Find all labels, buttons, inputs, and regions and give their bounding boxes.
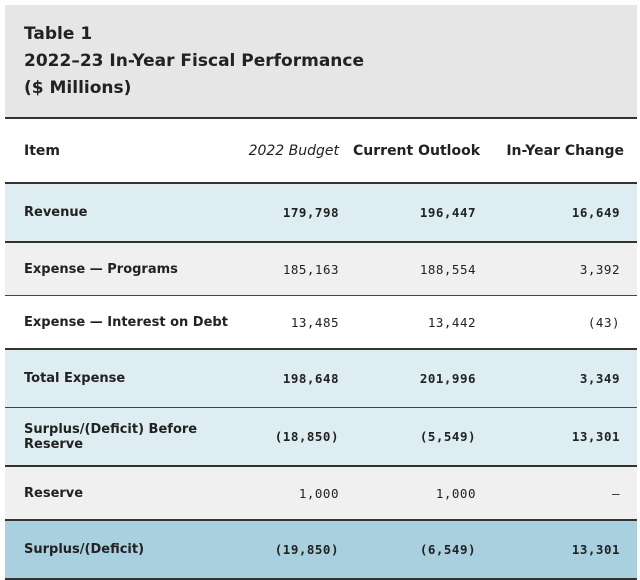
budget-value: (19,850): [237, 520, 347, 580]
change-value: 16,649: [493, 183, 637, 243]
outlook-value: 196,447: [347, 183, 493, 243]
column-header-budget: 2022 Budget: [237, 117, 347, 184]
row-label: Reserve: [5, 466, 237, 521]
change-value: 3,392: [493, 242, 637, 296]
table-caption: Table 1: [24, 24, 93, 44]
budget-value: 185,163: [237, 242, 347, 296]
table-units: ($ Millions): [24, 78, 132, 98]
table-row-revenue: Revenue 179,798 196,447 16,649: [5, 183, 637, 243]
row-label: Expense — Programs: [5, 242, 237, 296]
row-label: Revenue: [5, 183, 237, 243]
row-label: Expense — Interest on Debt: [5, 295, 237, 350]
table-row-surplus-deficit: Surplus/(Deficit) (19,850) (6,549) 13,30…: [5, 520, 637, 580]
fiscal-table: Item 2022 Budget Current Outlook In-Year…: [5, 117, 637, 580]
table-row-reserve: Reserve 1,000 1,000 –: [5, 466, 637, 521]
row-label: Total Expense: [5, 349, 237, 408]
table-header: Table 1 2022–23 In-Year Fiscal Performan…: [5, 5, 637, 117]
table-title: 2022–23 In-Year Fiscal Performance: [24, 51, 365, 71]
table-row-surplus-before-reserve: Surplus/(Deficit) Before Reserve (18,850…: [5, 407, 637, 467]
budget-value: (18,850): [237, 407, 347, 467]
outlook-value: 201,996: [347, 349, 493, 408]
change-value: –: [493, 466, 637, 521]
table-row-expense-programs: Expense — Programs 185,163 188,554 3,392: [5, 242, 637, 296]
row-label: Surplus/(Deficit): [5, 520, 237, 580]
outlook-value: 1,000: [347, 466, 493, 521]
budget-value: 198,648: [237, 349, 347, 408]
outlook-value: (5,549): [347, 407, 493, 467]
outlook-value: 188,554: [347, 242, 493, 296]
outlook-value: 13,442: [347, 295, 493, 350]
fiscal-table-card: Table 1 2022–23 In-Year Fiscal Performan…: [5, 5, 637, 580]
outlook-value: (6,549): [347, 520, 493, 580]
budget-value: 1,000: [237, 466, 347, 521]
column-header-row: Item 2022 Budget Current Outlook In-Year…: [5, 117, 637, 184]
table-row-expense-interest: Expense — Interest on Debt 13,485 13,442…: [5, 295, 637, 350]
table-row-total-expense: Total Expense 198,648 201,996 3,349: [5, 349, 637, 408]
change-value: 13,301: [493, 520, 637, 580]
column-header-outlook: Current Outlook: [347, 117, 493, 184]
budget-value: 13,485: [237, 295, 347, 350]
row-label: Surplus/(Deficit) Before Reserve: [5, 407, 237, 467]
column-header-change: In-Year Change: [493, 117, 637, 184]
change-value: (43): [493, 295, 637, 350]
column-header-item: Item: [5, 117, 237, 184]
change-value: 13,301: [493, 407, 637, 467]
change-value: 3,349: [493, 349, 637, 408]
budget-value: 179,798: [237, 183, 347, 243]
